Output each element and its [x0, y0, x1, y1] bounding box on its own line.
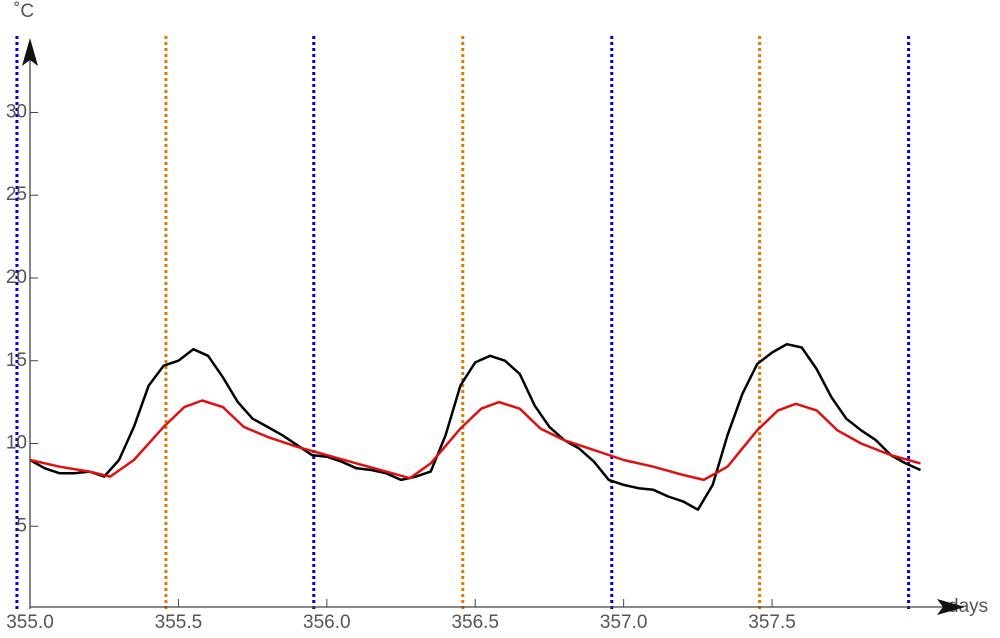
y-axis-label: ˚C [14, 1, 34, 22]
line-series [29, 399, 921, 482]
y-axis-arrow [22, 38, 38, 66]
y-tick-label: 25 [6, 184, 27, 205]
x-axis-label: days [948, 596, 988, 617]
y-tick-label: 15 [6, 350, 27, 371]
x-tick-label: 356.5 [451, 612, 499, 633]
y-tick-label: 10 [6, 433, 27, 454]
x-tick-label: 357.0 [600, 612, 648, 633]
y-tick-label: 5 [16, 515, 27, 536]
line-series [29, 342, 922, 511]
x-axis-arrow [937, 599, 965, 615]
x-tick-label: 356.0 [303, 612, 351, 633]
y-tick-label: 20 [6, 267, 27, 288]
x-tick-label: 357.5 [748, 612, 796, 633]
y-tick-label: 30 [6, 101, 27, 122]
x-tick-label: 355.0 [6, 612, 54, 633]
x-tick-label: 355.5 [155, 612, 203, 633]
